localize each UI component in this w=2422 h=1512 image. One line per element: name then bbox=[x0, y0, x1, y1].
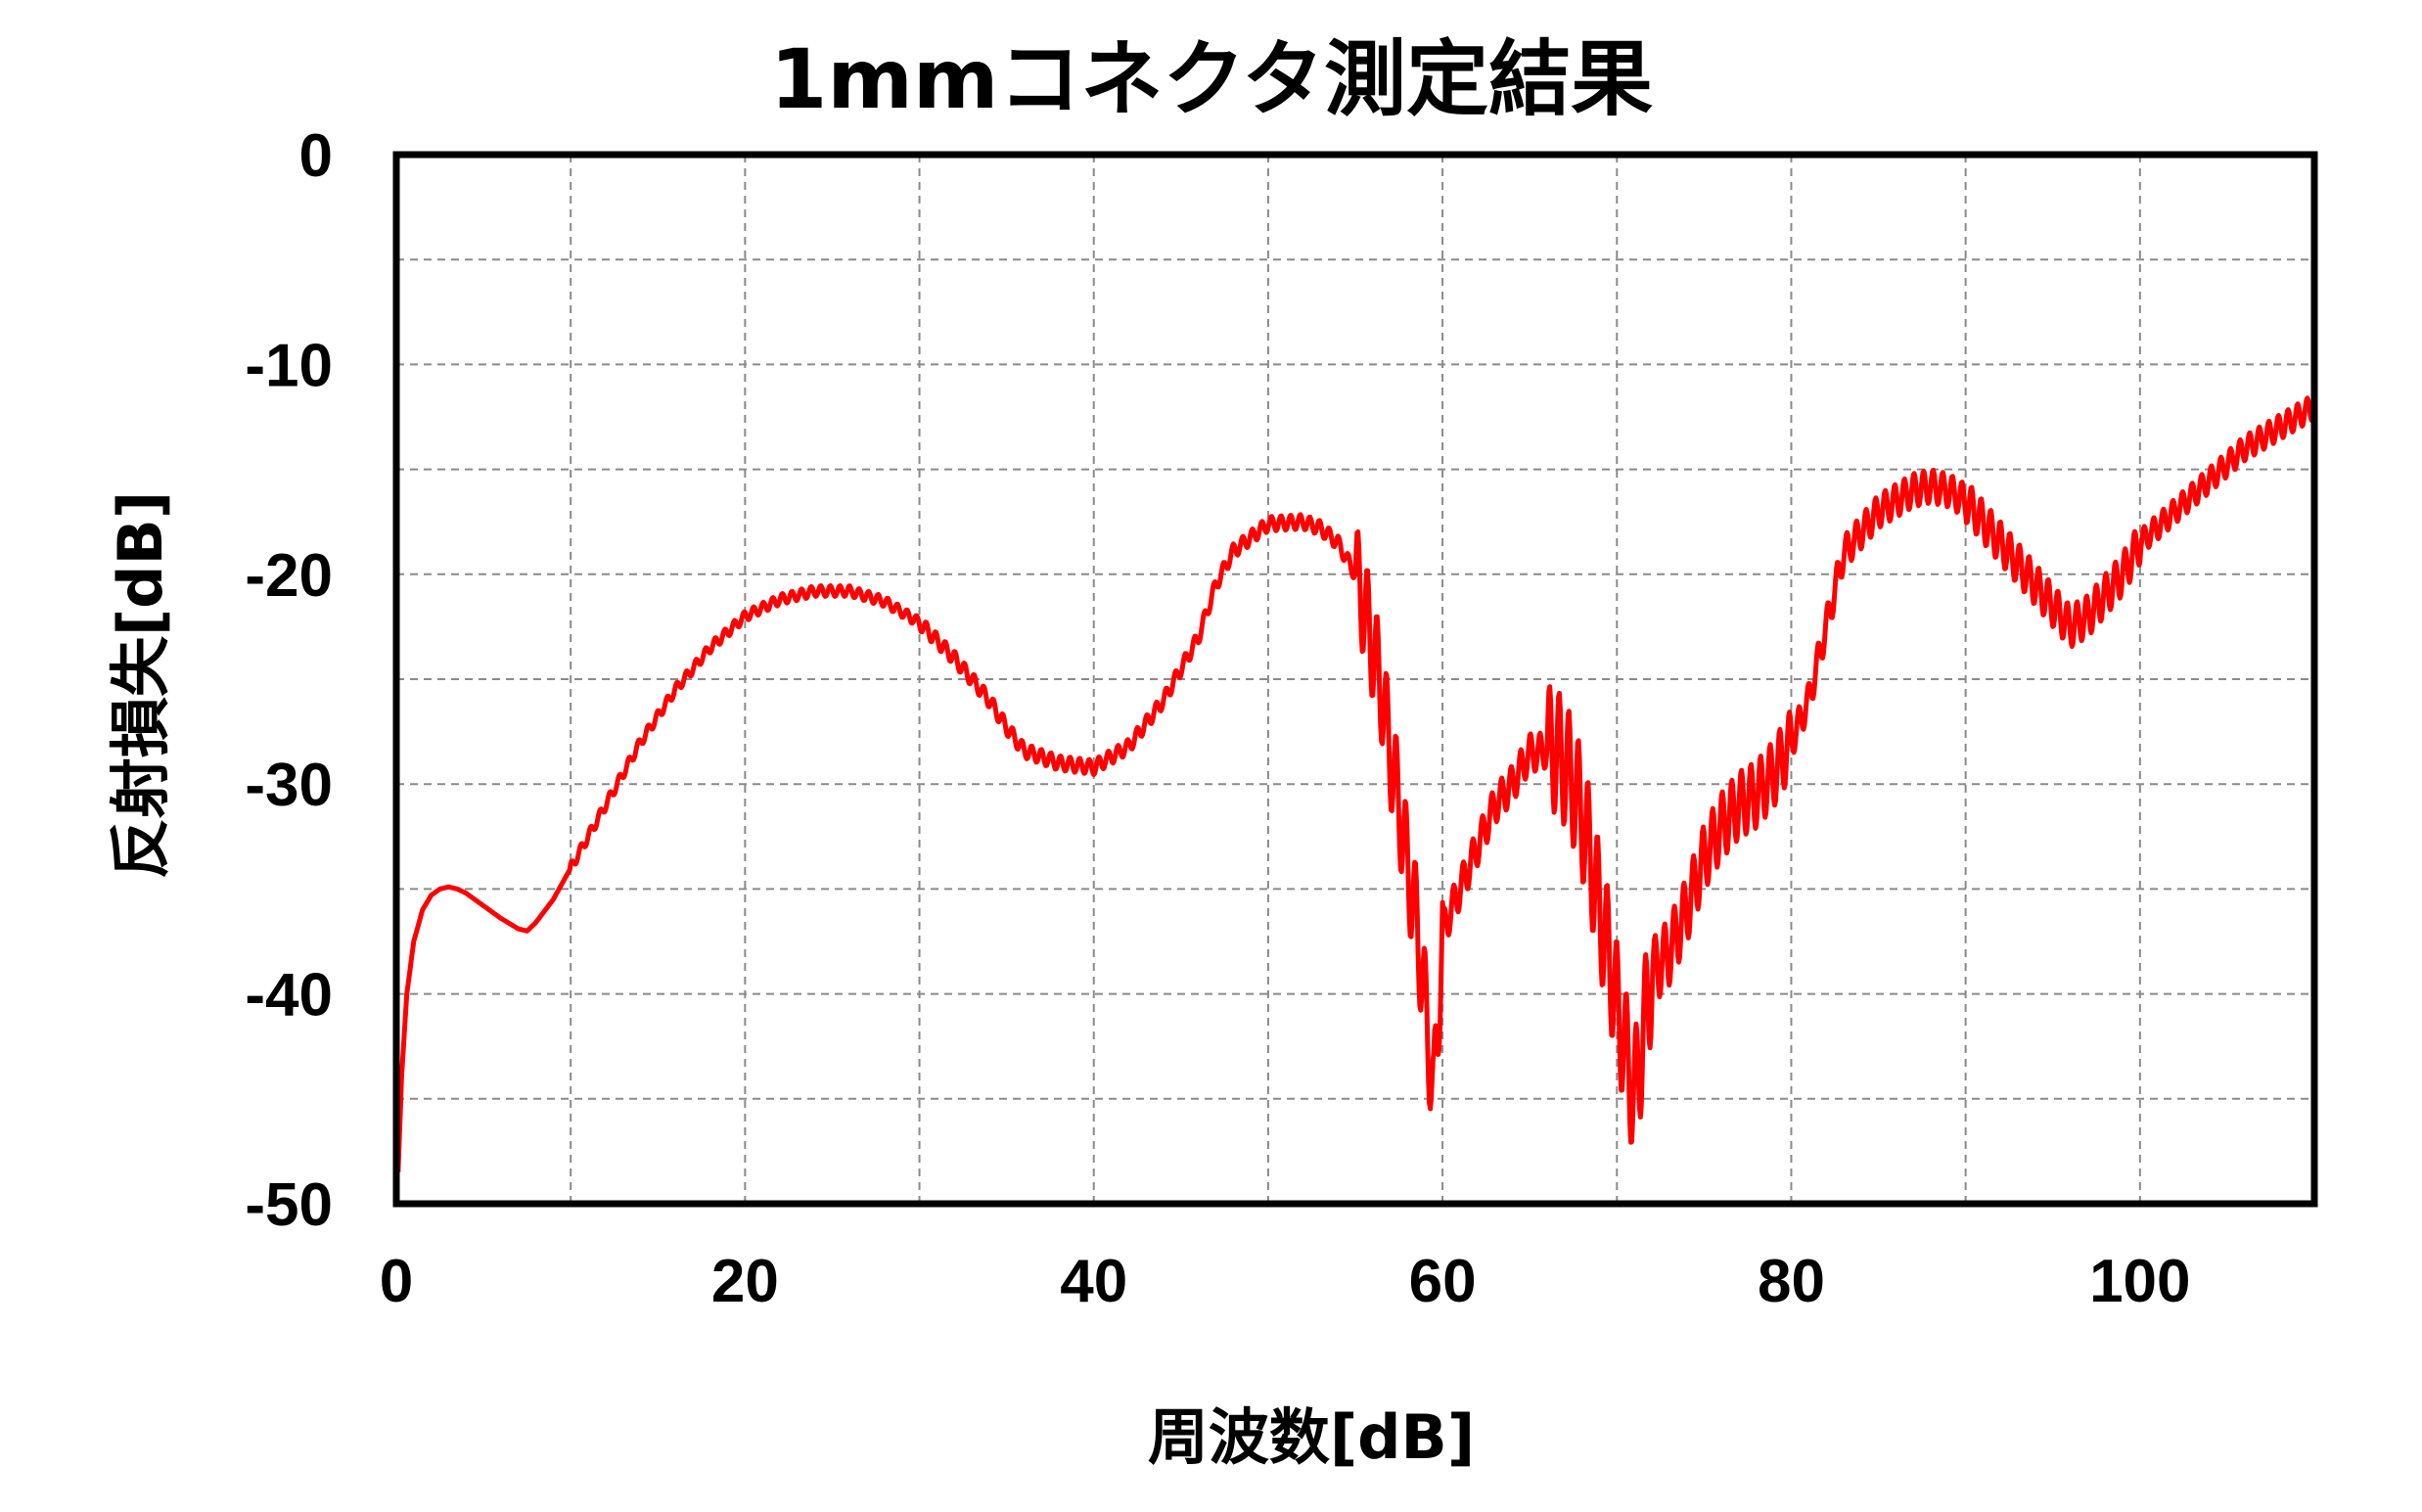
grid bbox=[396, 155, 2314, 1204]
x-axis-label: 周波数[dB] bbox=[1148, 1401, 1475, 1473]
x-tick-label: 80 bbox=[1758, 1248, 1825, 1315]
x-tick-label: 20 bbox=[711, 1248, 779, 1315]
chart-title: 1mmコネクタ測定結果 bbox=[770, 31, 1653, 127]
y-axis-label: 反射損失[dB] bbox=[105, 491, 176, 879]
x-tick-labels: 0 20 40 60 80 100 bbox=[380, 1248, 2191, 1315]
x-tick-label: 40 bbox=[1060, 1248, 1127, 1315]
x-tick-label: 0 bbox=[380, 1248, 413, 1315]
y-tick-label: -10 bbox=[245, 332, 333, 399]
y-tick-label: -40 bbox=[245, 962, 333, 1030]
x-tick-label: 60 bbox=[1409, 1248, 1477, 1315]
y-tick-labels: 0 -10 -20 -30 -40 -50 bbox=[245, 122, 333, 1239]
x-tick-label: 100 bbox=[2089, 1248, 2190, 1315]
series-line bbox=[395, 395, 2317, 1172]
y-tick-label: -50 bbox=[245, 1171, 333, 1239]
y-tick-label: -20 bbox=[245, 542, 333, 610]
plot-frame bbox=[392, 151, 2318, 1208]
y-tick-label: -30 bbox=[245, 752, 333, 819]
plot-series bbox=[395, 395, 2317, 1172]
y-tick-label: 0 bbox=[299, 122, 333, 190]
